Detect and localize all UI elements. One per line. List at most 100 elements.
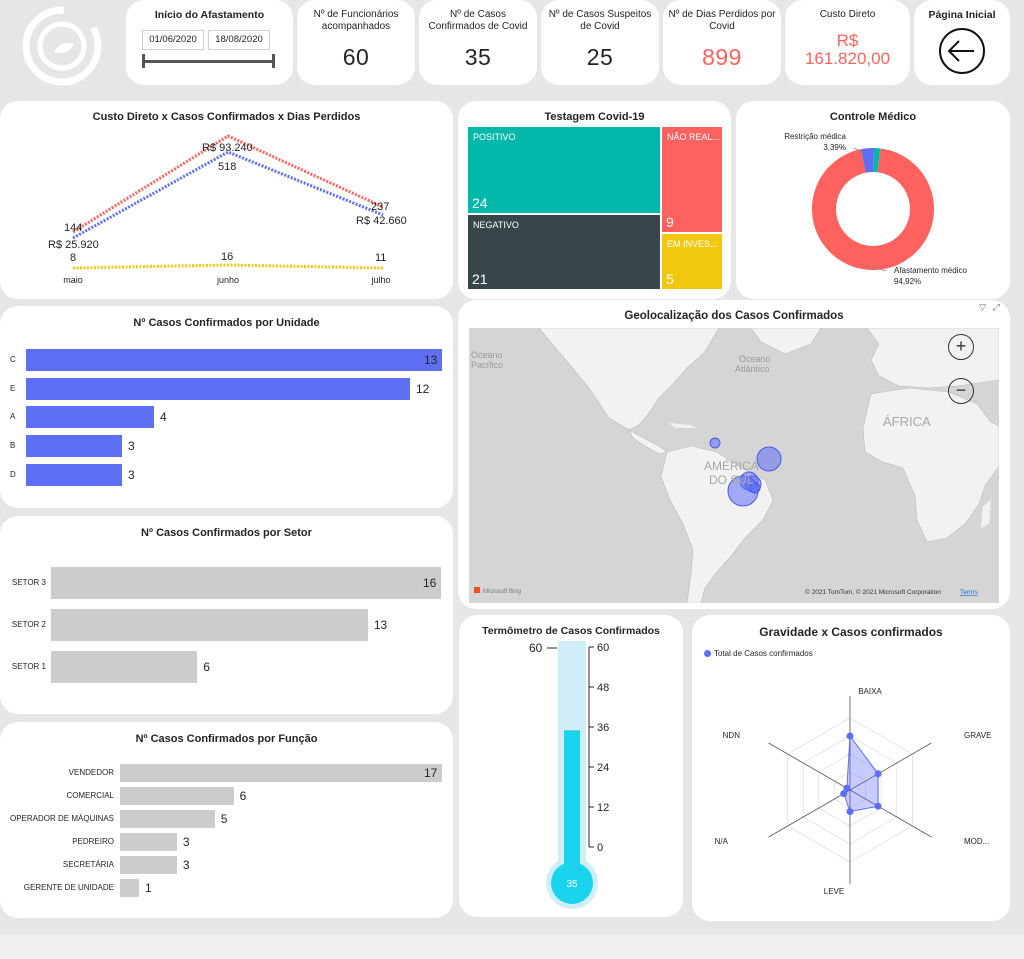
- period-title: Início do Afastamento: [154, 9, 265, 21]
- radar-point[interactable]: [874, 770, 882, 778]
- donut-slice[interactable]: [812, 148, 934, 270]
- end-date-input[interactable]: 18/08/2020: [208, 30, 270, 50]
- bar-category-label: SETOR 1: [11, 662, 46, 671]
- thermometer-tick-label: 60: [597, 642, 609, 654]
- function-chart-title: Nº Casos Confirmados por Função: [135, 733, 318, 745]
- bar[interactable]: [120, 879, 139, 897]
- line-cost-label-2: R$ 42.660: [356, 215, 407, 227]
- radar-axis-label: NDN: [723, 731, 741, 740]
- kpi-direct-cost-value: 161.820,00: [804, 49, 891, 68]
- date-slider-start-handle[interactable]: [142, 54, 145, 68]
- line-chart: 144 R$ 25.920 R$ 93.240 518 237 R$ 42.66…: [48, 134, 407, 285]
- kpi-suspected-label: Nº de Casos Suspeitos de Covid: [548, 9, 652, 32]
- zoom-in-button[interactable]: +: [948, 334, 974, 360]
- radar-point[interactable]: [843, 784, 851, 792]
- line-cases-label-0: 8: [70, 252, 76, 264]
- radar-point[interactable]: [840, 790, 848, 798]
- map-canvas[interactable]: Oceano Pacífico Oceano Atlântico ÁFRICA …: [469, 328, 999, 603]
- map-terms-link[interactable]: Terms: [960, 589, 978, 596]
- bar[interactable]: [120, 787, 234, 805]
- bar-category-label: E: [10, 383, 16, 393]
- bar[interactable]: [120, 856, 177, 874]
- date-slider-end-handle[interactable]: [272, 54, 275, 68]
- map-bubble[interactable]: [756, 446, 782, 472]
- zoom-out-button[interactable]: −: [948, 378, 974, 404]
- radar-card: Gravidade x Casos confirmados Total de C…: [692, 615, 1010, 921]
- map-bubble[interactable]: [749, 482, 761, 494]
- function-chart-card: Nº Casos Confirmados por Função VENDEDOR…: [0, 722, 453, 918]
- donut-card: Controle Médico Restrição médica 3,39% A…: [736, 101, 1010, 299]
- date-slider-track[interactable]: [144, 60, 274, 63]
- unit-chart-title: Nº Casos Confirmados por Unidade: [133, 317, 320, 329]
- bar[interactable]: [120, 764, 442, 782]
- bar[interactable]: [26, 377, 410, 400]
- treemap-cell-nao-realizado[interactable]: NÃO REAL... 9: [662, 127, 722, 232]
- treemap-cell-label: EM INVES...: [667, 239, 718, 249]
- home-card[interactable]: Página Inicial: [914, 0, 1010, 85]
- bar-value-label: 12: [416, 381, 430, 396]
- radar-point[interactable]: [846, 732, 854, 740]
- bar[interactable]: [26, 463, 122, 486]
- radar-point[interactable]: [874, 802, 882, 810]
- radar-point[interactable]: [846, 808, 854, 816]
- bar[interactable]: [120, 810, 215, 828]
- treemap-cell-label: POSITIVO: [473, 132, 516, 142]
- treemap-cell-label: NÃO REAL...: [667, 132, 721, 142]
- filter-icon[interactable]: ▽: [979, 302, 986, 312]
- treemap-cell-negativo[interactable]: NEGATIVO 21: [468, 215, 660, 289]
- kpi-confirmed-value: 35: [464, 44, 492, 70]
- donut-absence-value: 94,92%: [894, 277, 921, 286]
- kpi-direct-cost-label: Custo Direto: [819, 9, 876, 20]
- map-card: Geolocalização dos Casos Confirmados ▽ ⤢…: [458, 300, 1010, 609]
- thermometer-tick-label: 24: [597, 762, 609, 774]
- radar-chart: BAIXA GRAVE MOD... LEVE N/A NDN: [715, 687, 992, 896]
- donut-slice[interactable]: [873, 148, 881, 173]
- legend-dot-icon: [704, 650, 711, 657]
- bar-value-label: 4: [160, 410, 167, 425]
- treemap-cell-label: NEGATIVO: [473, 220, 519, 230]
- radar-legend[interactable]: Total de Casos confirmados: [704, 649, 813, 658]
- map-bubble[interactable]: [709, 437, 721, 449]
- home-label: Página Inicial: [928, 9, 996, 21]
- treemap-cell-em-investigacao[interactable]: EM INVES... 5: [662, 234, 722, 289]
- map-label-atlantic: Atlântico: [735, 364, 770, 374]
- bar[interactable]: [120, 833, 177, 851]
- thermometer-tick-label: 36: [597, 722, 609, 734]
- start-date-input[interactable]: 01/06/2020: [142, 30, 204, 50]
- thermometer-title: Termômetro de Casos Confirmados: [482, 625, 660, 637]
- bar-value-label: 3: [182, 858, 190, 872]
- bar-value-label: 13: [424, 353, 438, 367]
- thermometer-tick-label: 48: [597, 682, 609, 694]
- thermometer-value-label: 35: [566, 879, 578, 890]
- bar[interactable]: [26, 435, 122, 458]
- kpi-days-lost-value: 899: [702, 44, 742, 70]
- donut-chart: Restrição médica 3,39% Afastamento médic…: [784, 132, 967, 286]
- line-days-label-0: 144: [64, 222, 82, 234]
- radar-legend-label: Total de Casos confirmados: [714, 649, 813, 658]
- donut-restriction-label: Restrição médica: [784, 132, 846, 141]
- map-label-africa: ÁFRICA: [883, 414, 931, 429]
- map-label-south-america: AMÉRICA: [704, 458, 759, 473]
- bar-value-label: 6: [203, 660, 210, 674]
- bar[interactable]: [51, 609, 368, 641]
- bar-value-label: 16: [423, 576, 437, 590]
- thermometer-tick-label: 0: [597, 842, 603, 854]
- map-label-pacific: Pacífico: [471, 360, 503, 370]
- line-cases-label-1: 16: [221, 251, 233, 263]
- back-arrow-icon[interactable]: [937, 26, 987, 76]
- focus-mode-icon[interactable]: ⤢: [992, 302, 1000, 312]
- donut-slice[interactable]: [861, 148, 874, 173]
- map-label-pacific: Oceano: [471, 350, 503, 360]
- bar[interactable]: [51, 567, 441, 599]
- line-chart-title: Custo Direto x Casos Confirmados x Dias …: [92, 111, 361, 123]
- line-chart-card: Custo Direto x Casos Confirmados x Dias …: [0, 101, 453, 299]
- bar[interactable]: [26, 406, 154, 429]
- treemap-cell-value: 9: [666, 214, 674, 230]
- treemap-cell-positivo[interactable]: POSITIVO 24: [468, 127, 660, 213]
- bar[interactable]: [26, 349, 442, 371]
- bar-value-label: 3: [128, 439, 135, 454]
- radar-axis-line: [849, 789, 932, 838]
- line-days-label-2: 237: [371, 201, 389, 213]
- bar[interactable]: [51, 651, 198, 683]
- bar-category-label: COMERCIAL: [66, 791, 114, 800]
